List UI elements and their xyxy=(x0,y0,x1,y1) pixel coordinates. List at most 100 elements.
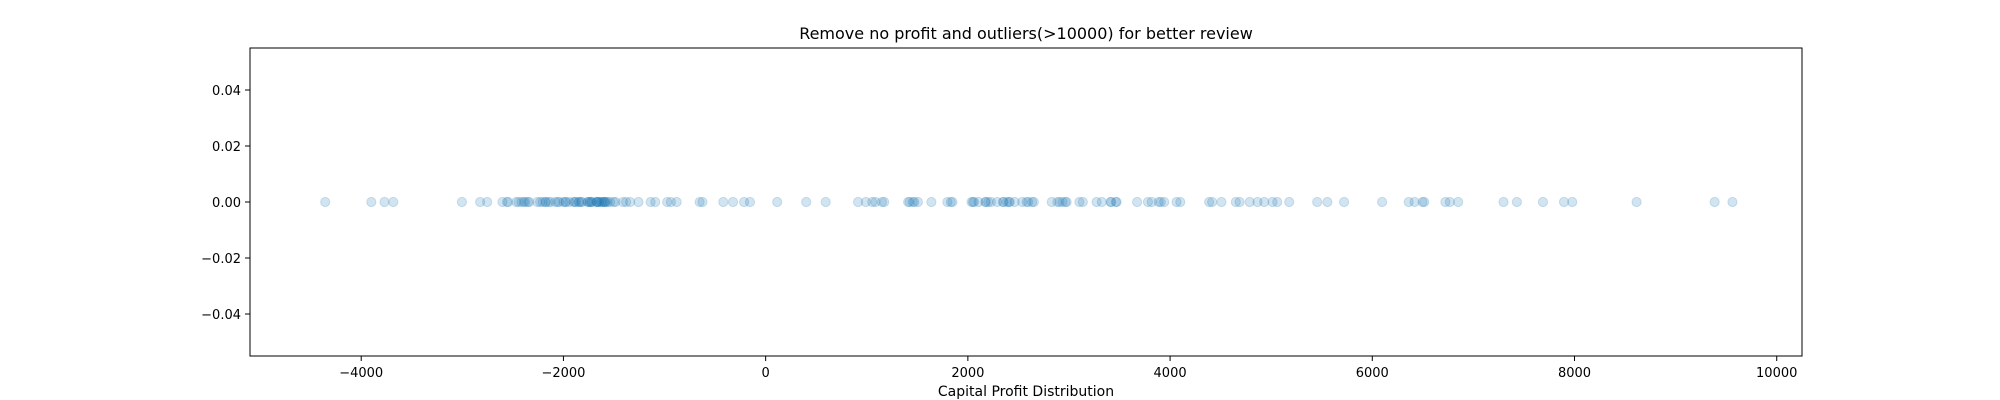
data-point xyxy=(388,196,399,208)
data-point xyxy=(969,196,980,208)
data-point xyxy=(602,196,613,208)
data-point xyxy=(586,196,597,208)
data-point xyxy=(727,196,739,208)
data-point xyxy=(1284,196,1295,208)
data-point xyxy=(591,196,602,208)
y-tick-label: 0.00 xyxy=(212,196,241,211)
data-point xyxy=(599,196,610,208)
data-points xyxy=(320,196,1738,208)
data-point xyxy=(694,196,705,208)
data-point xyxy=(600,196,612,208)
data-point xyxy=(1028,196,1039,208)
x-tick-label: 0 xyxy=(762,366,770,381)
data-point xyxy=(820,196,831,208)
data-point xyxy=(1234,196,1245,208)
data-point xyxy=(662,196,673,208)
data-point xyxy=(545,196,556,208)
data-point xyxy=(997,196,1008,208)
data-point xyxy=(992,196,1003,208)
data-point xyxy=(1312,196,1323,208)
data-point xyxy=(1252,196,1263,208)
x-axis-ticks: −4000 −2000 0 2000 4000 6000 8000 10000 xyxy=(339,356,1797,381)
data-point xyxy=(540,196,551,208)
data-point xyxy=(1440,196,1451,208)
data-point xyxy=(1216,196,1227,208)
data-point xyxy=(1272,196,1283,208)
data-point xyxy=(909,196,920,208)
data-point xyxy=(739,196,750,208)
data-point xyxy=(568,196,579,208)
data-point xyxy=(1453,196,1464,208)
data-point xyxy=(591,196,603,208)
data-point xyxy=(1054,196,1065,208)
y-axis-ticks: −0.04 −0.02 0.00 0.02 0.04 xyxy=(201,84,250,323)
data-point xyxy=(1537,196,1549,208)
data-point xyxy=(1023,196,1034,208)
y-tick-label: 0.04 xyxy=(212,84,241,99)
y-tick-label: −0.02 xyxy=(201,252,241,267)
data-point xyxy=(576,196,587,208)
data-point xyxy=(1155,196,1166,208)
data-point xyxy=(540,196,551,208)
data-point xyxy=(633,196,644,208)
data-point xyxy=(621,196,632,208)
data-point xyxy=(1132,196,1143,208)
data-point xyxy=(1207,196,1218,208)
data-point xyxy=(560,196,571,208)
data-point xyxy=(595,196,607,208)
data-point xyxy=(942,196,953,208)
data-point xyxy=(973,196,984,208)
data-point xyxy=(554,196,565,208)
data-point xyxy=(1727,196,1738,208)
data-point xyxy=(560,196,571,208)
data-point xyxy=(876,196,888,208)
data-point xyxy=(1171,196,1182,208)
data-point xyxy=(1021,196,1032,208)
data-point xyxy=(926,196,937,208)
data-point xyxy=(1146,196,1157,208)
data-point xyxy=(604,196,616,208)
y-tick-label: 0.02 xyxy=(212,140,241,155)
data-point xyxy=(697,196,708,208)
data-point xyxy=(1159,196,1170,208)
data-point xyxy=(537,196,548,208)
data-point xyxy=(1004,196,1015,208)
data-point xyxy=(543,196,554,208)
data-point xyxy=(516,196,527,208)
data-point xyxy=(482,196,493,208)
data-point xyxy=(1498,196,1509,208)
data-point xyxy=(599,196,610,208)
data-point xyxy=(1322,196,1333,208)
data-point xyxy=(1111,196,1122,208)
data-point xyxy=(608,196,619,208)
y-tick-label: −0.04 xyxy=(201,308,241,323)
data-point xyxy=(867,196,878,208)
data-point xyxy=(980,196,991,208)
data-point xyxy=(550,196,561,208)
data-point xyxy=(569,196,580,208)
data-point xyxy=(524,196,535,208)
data-point xyxy=(520,196,531,208)
data-point xyxy=(904,196,915,208)
data-point xyxy=(576,196,588,208)
x-tick-label: 4000 xyxy=(1154,366,1187,381)
data-point xyxy=(1105,196,1116,208)
data-point xyxy=(558,196,569,208)
data-point xyxy=(980,196,991,208)
data-point xyxy=(1110,196,1121,208)
data-point xyxy=(534,196,546,208)
data-point xyxy=(610,196,621,208)
data-point xyxy=(1419,196,1430,208)
data-point xyxy=(511,196,522,208)
data-point xyxy=(593,196,605,208)
data-point xyxy=(563,196,575,208)
data-point xyxy=(1061,196,1072,208)
data-point xyxy=(570,196,582,208)
data-point xyxy=(518,196,529,208)
data-point xyxy=(801,196,812,208)
data-point xyxy=(744,196,756,208)
x-tick-label: 10000 xyxy=(1756,366,1797,381)
data-point xyxy=(582,196,593,208)
data-point xyxy=(1511,196,1522,208)
